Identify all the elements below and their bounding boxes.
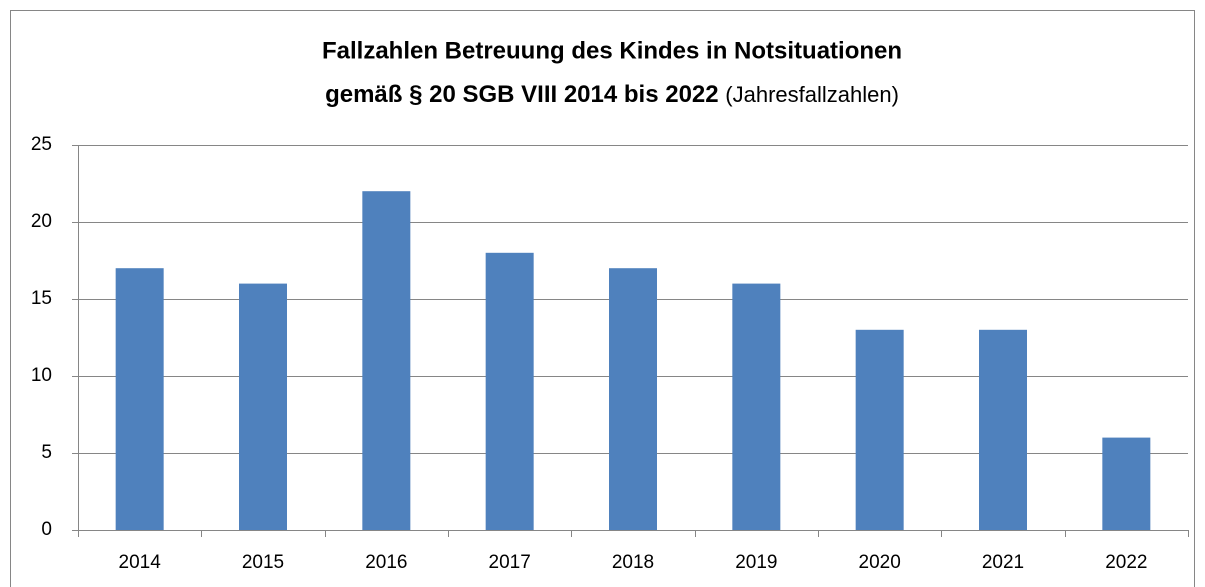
chart-subtitle: (Jahresfallzahlen) [725, 82, 899, 107]
y-tick-label: 15 [31, 288, 52, 309]
bar [115, 268, 164, 530]
bar [732, 283, 781, 530]
y-tick-label: 20 [31, 211, 52, 232]
x-tick-label: 2017 [489, 552, 531, 573]
chart-title: gemäß § 20 SGB VIII 2014 bis 2022 [325, 81, 719, 108]
y-tick-label: 0 [41, 519, 52, 540]
bar [239, 283, 287, 530]
bar [362, 191, 411, 530]
bar [485, 252, 534, 531]
bar [855, 329, 904, 530]
chart-title-line: gemäß § 20 SGB VIII 2014 bis 2022 (Jahre… [325, 81, 899, 108]
x-tick-label: 2016 [365, 552, 407, 573]
x-tick-label: 2018 [612, 552, 654, 573]
x-tick-label: 2022 [1105, 552, 1147, 573]
x-tick-label: 2014 [119, 552, 162, 573]
x-tick-label: 2015 [242, 552, 284, 573]
x-tick-label: 2020 [859, 552, 901, 573]
y-tick-label: 5 [41, 442, 52, 463]
y-tick-label: 10 [31, 365, 52, 386]
bar [609, 268, 657, 530]
bar [979, 329, 1027, 530]
x-tick-label: 2021 [982, 552, 1024, 573]
y-tick-label: 25 [31, 134, 52, 155]
chart-title: Fallzahlen Betreuung des Kindes in Notsi… [322, 37, 902, 64]
x-tick-label: 2019 [735, 552, 777, 573]
bar [1102, 437, 1151, 530]
